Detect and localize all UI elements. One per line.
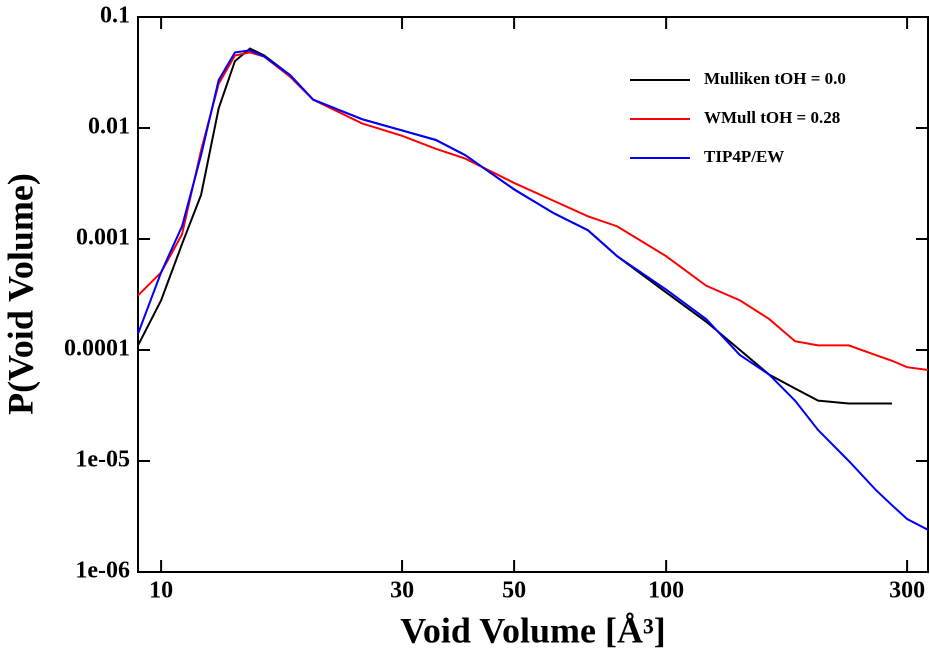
series-line: [137, 47, 892, 405]
x-axis-label: Void Volume [Å³]: [400, 610, 666, 650]
x-tick-label: 300: [889, 578, 925, 604]
y-tick-label: 0.01: [88, 114, 130, 140]
x-tick-label: 50: [502, 578, 526, 604]
series-line: [137, 49, 929, 531]
y-tick-label: 1e-05: [75, 447, 130, 473]
x-tick-label: 100: [648, 578, 684, 604]
x-tick-label: 30: [390, 578, 414, 604]
y-tick-label: 1e-06: [75, 558, 130, 584]
y-tick-label: 0.1: [100, 3, 130, 29]
legend-label: WMull tOH = 0.28: [704, 108, 840, 127]
x-tick-label: 10: [149, 578, 173, 604]
y-tick-label: 0.0001: [64, 336, 130, 362]
y-axis-label: P(Void Volume): [0, 173, 40, 415]
legend-label: Mulliken tOH = 0.0: [704, 69, 846, 88]
y-tick-label: 0.001: [76, 225, 130, 251]
plot-frame: [137, 16, 929, 573]
series-line: [137, 51, 929, 372]
legend-label: TIP4P/EW: [704, 147, 784, 166]
